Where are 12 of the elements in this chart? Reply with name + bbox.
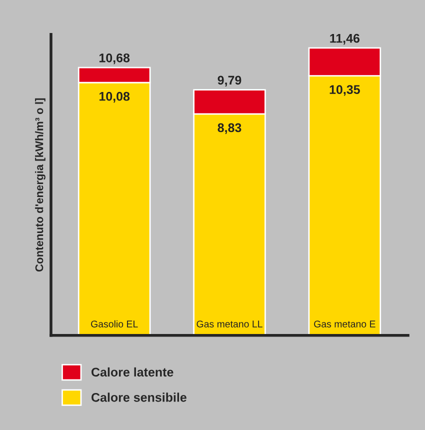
data-label: 10,35 bbox=[330, 85, 360, 96]
x-tick-label: Gas metano LL bbox=[196, 320, 262, 328]
total-label: 11,46 bbox=[330, 34, 360, 45]
x-tick-label: Gas metano E bbox=[314, 320, 376, 328]
total-label: 10,68 bbox=[99, 53, 130, 64]
data-label: 10,08 bbox=[99, 92, 130, 103]
legend-label: Calore latente bbox=[92, 367, 174, 377]
x-tick-label: Gasolio EL bbox=[91, 320, 138, 328]
data-label: 8,83 bbox=[218, 123, 242, 134]
total-label: 9,79 bbox=[218, 76, 242, 86]
legend-label: Calore sensibile bbox=[92, 392, 186, 402]
y-axis-title: Contenuto d'energia [kWh/m³ o l] bbox=[35, 98, 46, 272]
